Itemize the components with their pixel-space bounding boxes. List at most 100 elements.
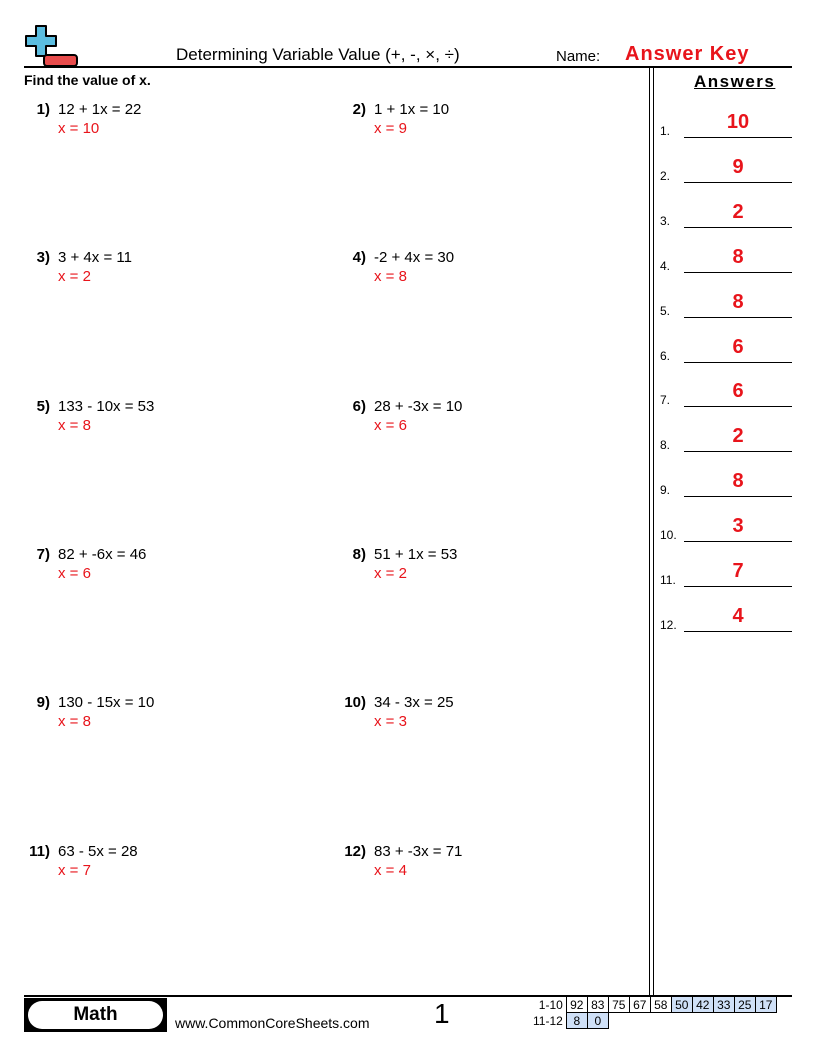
problem-answer: x = 2 xyxy=(374,564,407,582)
answer-value: 6 xyxy=(732,335,744,358)
problem-equation: 12 + 1x = 22 xyxy=(58,101,142,118)
instructions: Find the value of x. xyxy=(24,72,151,88)
problem-equation: -2 + 4x = 30 xyxy=(374,249,455,267)
answers-heading: Answers xyxy=(694,72,776,91)
answer-key-row: 9. 8 xyxy=(660,470,792,498)
problem-answer: x = 2 xyxy=(58,268,91,286)
answer-key-row: 4. 8 xyxy=(660,246,792,273)
answer-line xyxy=(684,496,792,498)
problem-answer: x = 6 xyxy=(374,416,407,434)
score-cell: 8 xyxy=(565,1012,588,1029)
answer-value: 7 xyxy=(732,560,744,582)
answer-line xyxy=(684,406,792,408)
answer-line xyxy=(684,586,792,587)
problem-number: 11) xyxy=(29,842,50,860)
score-cell: 75 xyxy=(607,996,630,1013)
problem-number: 3) xyxy=(36,249,50,267)
answer-value: 9 xyxy=(732,155,744,178)
answer-key-row: 11. 7 xyxy=(660,560,792,587)
answer-line xyxy=(684,271,792,273)
answer-key-row: 12. 4 xyxy=(660,605,792,632)
problem-answer: x = 4 xyxy=(374,861,407,879)
problem: 8) 51 + 1x = 53 x = 2 xyxy=(353,545,458,582)
problem: 6) 28 + -3x = 10 x = 6 xyxy=(353,398,463,434)
problem-equation: 82 + -6x = 46 xyxy=(58,545,147,563)
subject-label: Math xyxy=(28,1001,163,1029)
worksheet-title: Determining Variable Value (+, -, ×, ÷) xyxy=(176,45,460,64)
problem-answer: x = 8 xyxy=(58,416,91,434)
problem-answer: x = 7 xyxy=(58,861,91,879)
name-value: Answer Key xyxy=(625,43,750,65)
score-cell: 92 xyxy=(565,996,588,1013)
problem-number: 1) xyxy=(36,101,50,118)
problem-equation: 51 + 1x = 53 xyxy=(374,545,458,563)
problem: 3) 3 + 4x = 11 x = 2 xyxy=(37,249,132,286)
answer-number: 4. xyxy=(660,258,671,273)
answer-number: 3. xyxy=(660,213,671,228)
answer-key-row: 1. 10 xyxy=(660,111,792,138)
answer-value: 6 xyxy=(732,380,744,403)
problem-answer: x = 10 xyxy=(58,120,100,137)
problem-number: 4) xyxy=(352,249,366,267)
problem: 4) -2 + 4x = 30 x = 8 xyxy=(353,249,455,286)
answer-line xyxy=(684,226,792,228)
problem-equation: 1 + 1x = 10 xyxy=(374,101,450,118)
answer-number: 9. xyxy=(660,483,671,498)
answer-key-row: 3. 2 xyxy=(660,201,792,228)
name-label: Name: xyxy=(556,48,601,65)
problem: 5) 133 - 10x = 53 x = 8 xyxy=(37,397,155,434)
answer-value: 4 xyxy=(732,604,744,627)
problem-number: 5) xyxy=(36,397,50,415)
answer-value: 10 xyxy=(726,111,750,133)
answer-column-divider xyxy=(649,67,650,996)
answer-value: 2 xyxy=(732,425,744,448)
answer-value: 8 xyxy=(732,245,744,268)
problem-number: 2) xyxy=(352,101,366,118)
answer-number: 12. xyxy=(660,617,677,632)
problem-answer: x = 6 xyxy=(58,564,91,582)
score-cell: 25 xyxy=(733,996,756,1013)
answer-number: 5. xyxy=(660,303,671,318)
problem-equation: 3 + 4x = 11 xyxy=(58,249,132,267)
problem-equation: 34 - 3x = 25 xyxy=(374,694,454,712)
answer-key-row: 10. 3 xyxy=(660,515,792,543)
logo-plus-minus-icon xyxy=(25,25,78,67)
problem-number: 12) xyxy=(344,842,366,860)
answer-number: 8. xyxy=(660,438,671,453)
problem: 10) 34 - 3x = 25 x = 3 xyxy=(344,694,454,730)
answer-key-row: 7. 6 xyxy=(660,380,792,408)
page-number: 1 xyxy=(434,998,450,1029)
problem: 12) 83 + -3x = 71 x = 4 xyxy=(344,842,463,879)
score-cell: 17 xyxy=(754,996,777,1013)
answer-key-row: 5. 8 xyxy=(660,291,792,318)
footer-divider xyxy=(24,995,792,997)
problem-answer: x = 9 xyxy=(374,120,407,137)
answer-line xyxy=(684,361,792,363)
problem-equation: 133 - 10x = 53 xyxy=(58,397,155,415)
score-cell: 50 xyxy=(670,996,693,1013)
answer-key-row: 6. 6 xyxy=(660,336,792,363)
score-row: 1-10 92 83 75 67 58 50 42 33 25 17 xyxy=(530,996,777,1013)
problem-equation: 83 + -3x = 71 xyxy=(374,842,463,860)
score-cell: 0 xyxy=(586,1012,609,1029)
problem-number: 8) xyxy=(352,545,366,563)
score-cell: 42 xyxy=(691,996,714,1013)
problem: 11) 63 - 5x = 28 x = 7 xyxy=(29,843,138,879)
answer-value: 8 xyxy=(732,470,744,493)
answer-key-row: 8. 2 xyxy=(660,425,792,453)
score-cell: 58 xyxy=(649,996,672,1013)
answer-line xyxy=(684,181,792,183)
answer-number: 2. xyxy=(660,168,671,183)
subject-badge: Math xyxy=(24,998,167,1032)
score-row-label: 11-12 xyxy=(533,1013,563,1028)
problem-answer: x = 8 xyxy=(374,268,407,286)
problem-number: 9) xyxy=(36,694,50,712)
problem: 1) 12 + 1x = 22 x = 10 xyxy=(37,101,142,137)
website-link[interactable]: www.CommonCoreSheets.com xyxy=(175,1015,370,1031)
answer-value: 3 xyxy=(732,515,744,538)
answer-value: 2 xyxy=(732,200,744,223)
answer-line xyxy=(684,541,792,543)
answer-line xyxy=(684,137,792,138)
answer-number: 7. xyxy=(660,393,671,408)
